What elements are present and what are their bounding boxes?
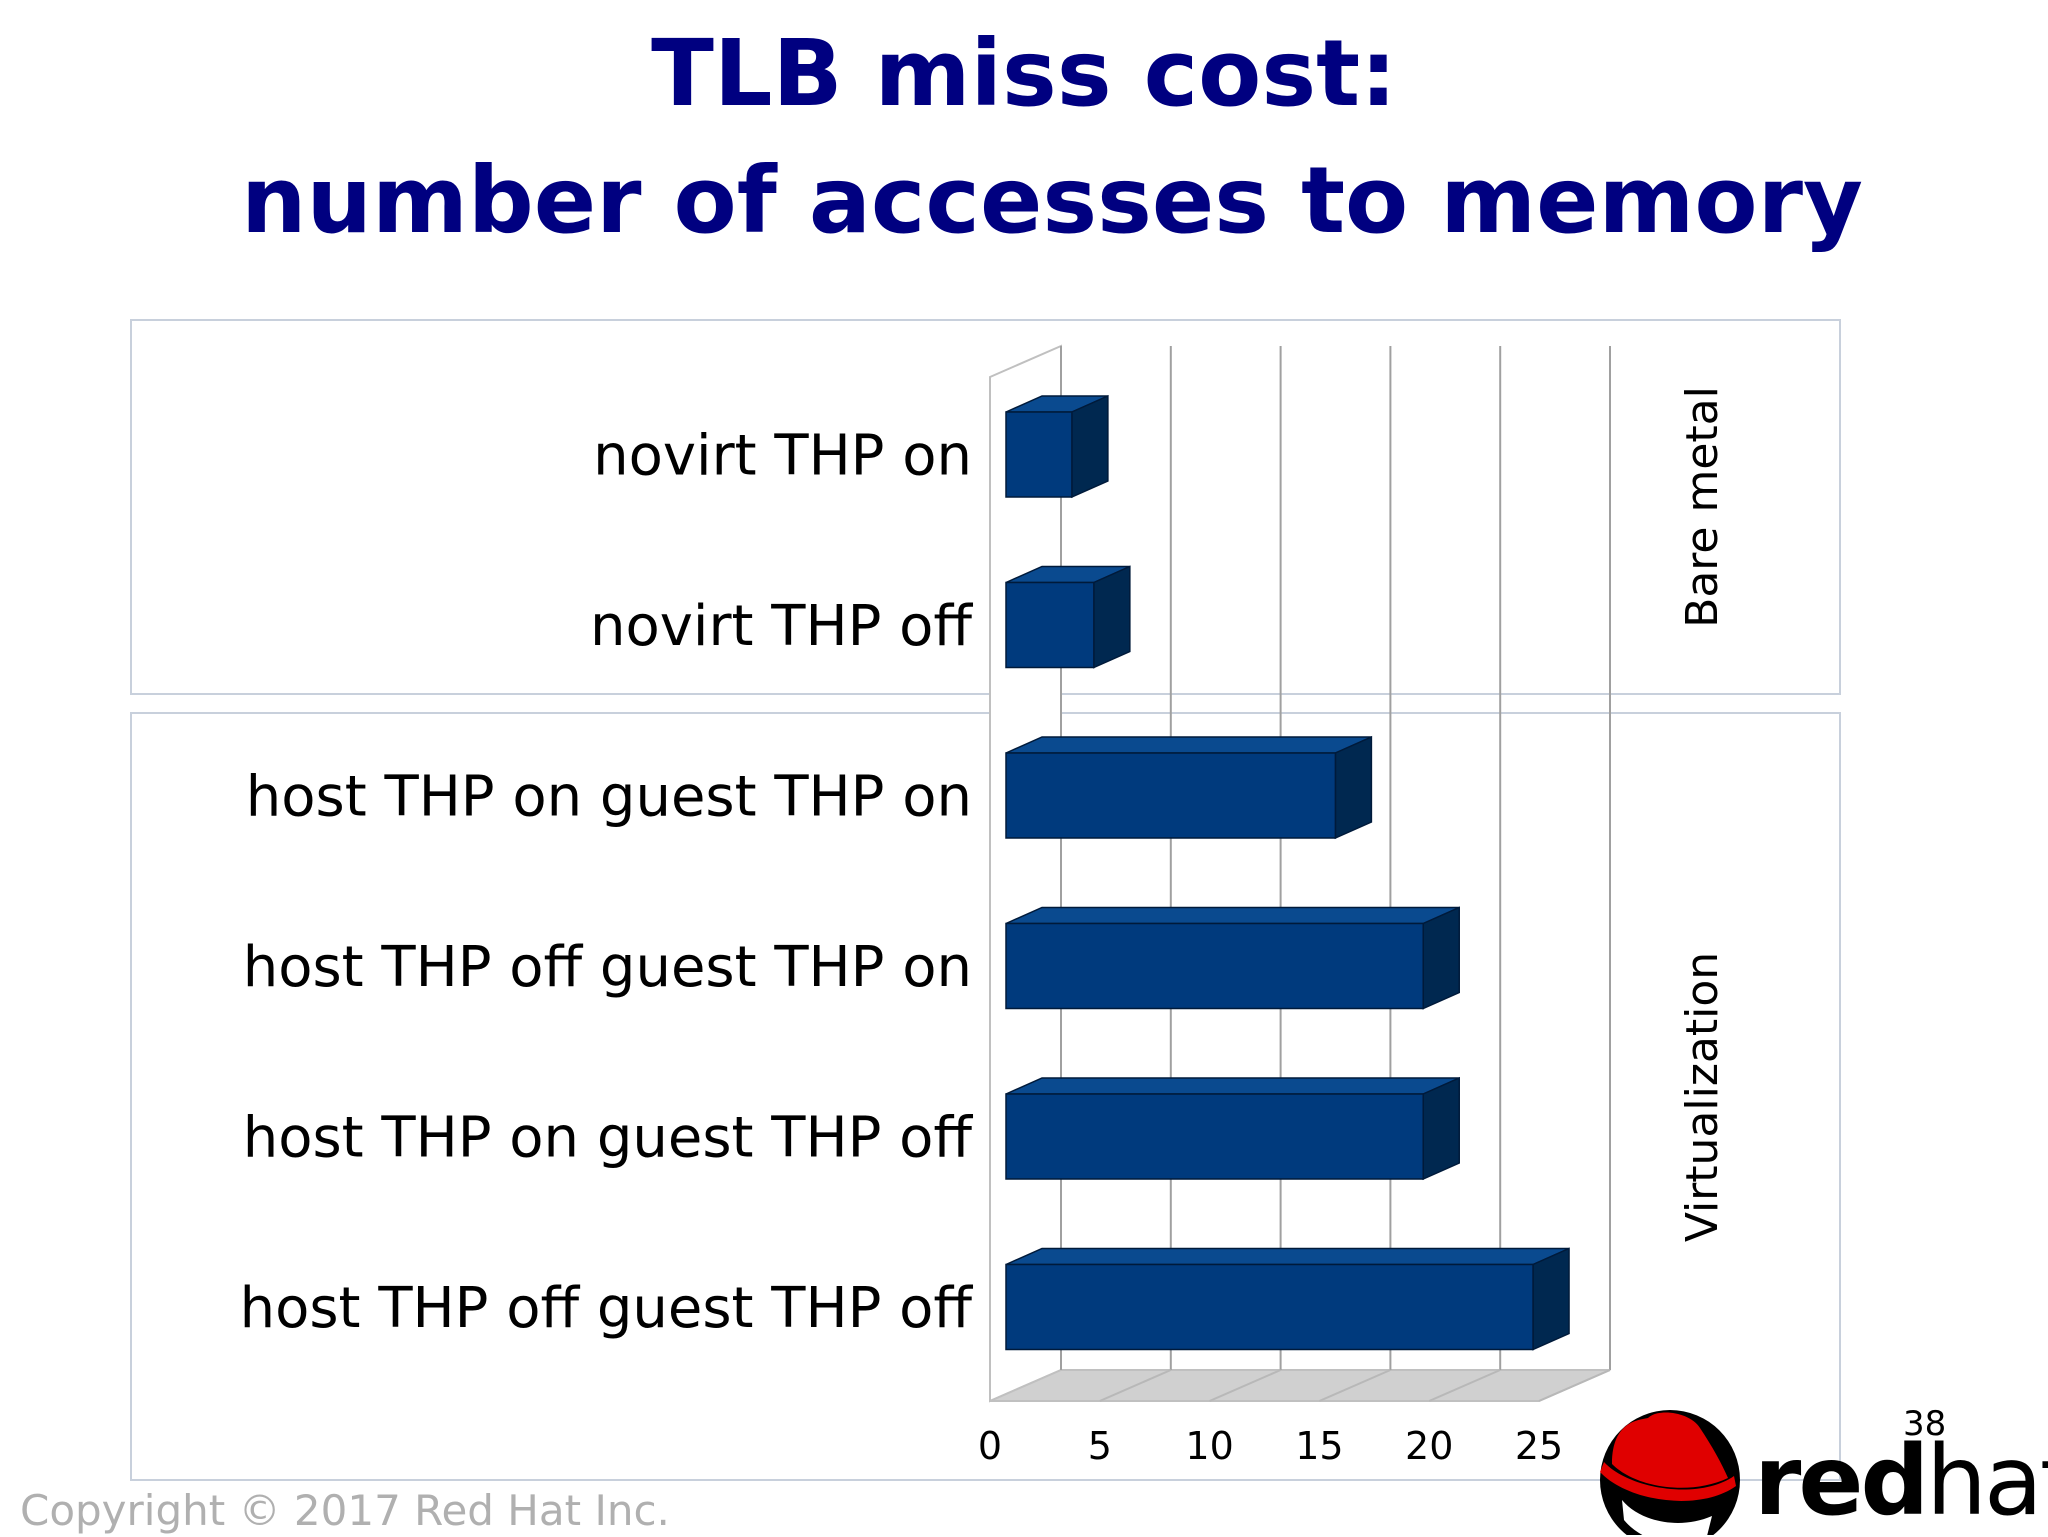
floor-line bbox=[1428, 1369, 1501, 1402]
group-frame-virtualization bbox=[130, 712, 1841, 1481]
x-tick-label: 25 bbox=[1515, 1424, 1563, 1468]
category-label: host THP off guest THP on bbox=[243, 935, 972, 1000]
bar-top-face bbox=[1005, 736, 1372, 754]
group-label-bare-metal: Bare metal bbox=[1677, 386, 1728, 628]
bar bbox=[1005, 735, 1373, 840]
bar-top-face bbox=[1005, 906, 1460, 925]
chart-floor bbox=[989, 1369, 1611, 1402]
x-tick-label: 20 bbox=[1405, 1424, 1453, 1468]
floor-line bbox=[1318, 1369, 1391, 1402]
title-line-2: number of accesses to memory bbox=[241, 147, 1863, 254]
bar-side-face bbox=[1093, 565, 1131, 669]
bar-top-face bbox=[1005, 1077, 1460, 1095]
bar-front-face bbox=[1005, 581, 1095, 669]
category-label: host THP on guest THP on bbox=[246, 765, 972, 830]
logo-red: red bbox=[1754, 1425, 1929, 1537]
bar-top-face bbox=[1005, 1247, 1570, 1266]
copyright-notice: Copyright © 2017 Red Hat Inc. bbox=[20, 1486, 670, 1535]
bar bbox=[1005, 906, 1460, 1010]
category-label: novirt THP on bbox=[593, 424, 972, 489]
bar bbox=[1005, 394, 1109, 499]
bar-front-face bbox=[1005, 1093, 1424, 1180]
title-line-1: TLB miss cost: bbox=[651, 20, 1397, 127]
bar-front-face bbox=[1005, 752, 1337, 839]
bar-front-face bbox=[1005, 922, 1424, 1010]
page-number: 38 bbox=[1903, 1404, 1947, 1444]
category-label: host THP on guest THP off bbox=[243, 1106, 974, 1171]
bar-side-face bbox=[1422, 1076, 1460, 1181]
bar-front-face bbox=[1005, 1263, 1534, 1351]
bars bbox=[1005, 394, 1570, 1351]
bar-side-face bbox=[1422, 906, 1460, 1010]
floor-lines bbox=[1099, 1369, 1611, 1402]
floor-line bbox=[1099, 1369, 1172, 1402]
grid-lines bbox=[1060, 346, 1611, 1370]
x-tick-label: 0 bbox=[978, 1424, 1002, 1468]
floor-line bbox=[1538, 1369, 1611, 1402]
redhat-logo-icon bbox=[1600, 1410, 1740, 1535]
x-tick-label: 15 bbox=[1295, 1424, 1343, 1468]
x-tick-label: 5 bbox=[1088, 1424, 1112, 1468]
tick-labels: 0 5 10 15 20 25 bbox=[978, 1424, 1563, 1468]
bar bbox=[1005, 1247, 1570, 1351]
bar bbox=[1005, 565, 1131, 669]
bar-front-face bbox=[1005, 411, 1073, 498]
group-frame-bare-metal bbox=[130, 319, 1841, 695]
category-label: novirt THP off bbox=[590, 594, 973, 659]
bar-side-face bbox=[1334, 735, 1373, 840]
category-label: host THP off guest THP off bbox=[240, 1276, 974, 1341]
floor-line bbox=[1209, 1369, 1282, 1402]
bar-side-face bbox=[1071, 394, 1109, 499]
group-label-virtualization: Virtualization bbox=[1677, 952, 1728, 1242]
bar bbox=[1005, 1076, 1460, 1181]
x-tick-label: 10 bbox=[1185, 1424, 1233, 1468]
logo-hat: hat bbox=[1926, 1425, 2048, 1537]
redhat-logo-text: redhat. bbox=[1754, 1425, 2048, 1537]
chart-left-wall bbox=[989, 344, 1062, 1403]
bar-side-face bbox=[1532, 1247, 1570, 1351]
category-labels: novirt THP on novirt THP off host THP on g… bbox=[240, 424, 974, 1342]
